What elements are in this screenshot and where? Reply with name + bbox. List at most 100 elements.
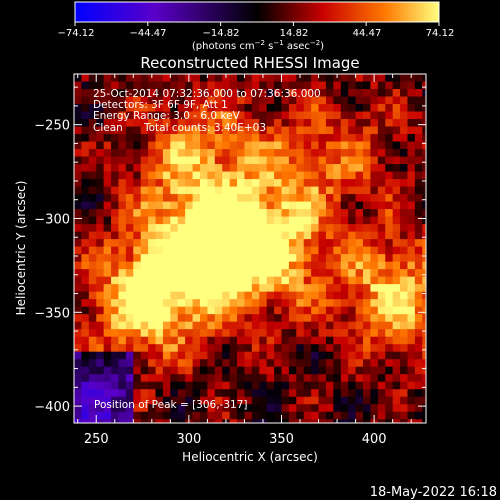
heatmap-pixel [133, 396, 142, 405]
heatmap-pixel [192, 329, 201, 338]
heatmap-pixel [140, 329, 149, 338]
heatmap-pixel [348, 396, 357, 405]
heatmap-pixel [325, 306, 334, 315]
energy-range-text: Energy Range: 3.0 - 6.0 keV [93, 110, 241, 122]
heatmap-pixel [281, 111, 290, 120]
heatmap-pixel [296, 351, 305, 360]
heatmap-pixel [251, 194, 260, 203]
heatmap-pixel [229, 141, 238, 150]
heatmap-pixel [348, 246, 357, 255]
heatmap-pixel [155, 419, 164, 423]
heatmap-pixel [325, 81, 334, 90]
heatmap-pixel [207, 284, 216, 293]
heatmap-pixel [125, 284, 134, 293]
heatmap-pixel [333, 89, 342, 98]
heatmap-pixel [118, 149, 127, 158]
heatmap-pixel [288, 156, 297, 165]
heatmap-pixel [303, 119, 312, 128]
heatmap-pixel [140, 351, 149, 360]
heatmap-pixel [214, 329, 223, 338]
heatmap-pixel [192, 134, 201, 143]
heatmap-pixel [392, 141, 401, 150]
heatmap-pixel [237, 299, 246, 308]
heatmap-pixel [266, 344, 275, 353]
heatmap-pixel [259, 344, 268, 353]
heatmap-pixel [111, 411, 120, 420]
heatmap-pixel [340, 179, 349, 188]
heatmap-pixel [140, 321, 149, 330]
heatmap-pixel [155, 321, 164, 330]
heatmap-pixel [229, 134, 238, 143]
heatmap-pixel [325, 261, 334, 270]
heatmap-pixel [340, 111, 349, 120]
heatmap-pixel [296, 149, 305, 158]
heatmap-pixel [244, 231, 253, 240]
heatmap-pixel [148, 81, 157, 90]
heatmap-pixel [251, 314, 260, 323]
heatmap-pixel [177, 96, 186, 105]
heatmap-pixel [140, 141, 149, 150]
heatmap-pixel [288, 239, 297, 248]
heatmap-pixel [185, 269, 194, 278]
heatmap-pixel [185, 321, 194, 330]
heatmap-pixel [414, 254, 423, 263]
heatmap-pixel [281, 291, 290, 300]
heatmap-pixel [296, 96, 305, 105]
heatmap-pixel [340, 224, 349, 233]
heatmap-pixel [348, 306, 357, 315]
heatmap-pixel [207, 291, 216, 300]
heatmap-pixel [400, 351, 409, 360]
heatmap-pixel [414, 344, 423, 353]
heatmap-pixel [377, 344, 386, 353]
heatmap-pixel [370, 344, 379, 353]
heatmap-pixel [274, 359, 283, 368]
heatmap-pixel [96, 239, 105, 248]
heatmap-pixel [400, 141, 409, 150]
heatmap-pixel [281, 261, 290, 270]
heatmap-pixel [363, 359, 372, 368]
heatmap-pixel [162, 321, 171, 330]
heatmap-pixel [377, 329, 386, 338]
heatmap-pixel [74, 396, 83, 405]
heatmap-pixel [222, 366, 231, 375]
heatmap-pixel [363, 404, 372, 413]
heatmap-pixel [340, 74, 349, 83]
heatmap-pixel [125, 366, 134, 375]
heatmap-pixel [74, 111, 83, 120]
heatmap-pixel [170, 89, 179, 98]
heatmap-pixel [96, 404, 105, 413]
heatmap-pixel [170, 156, 179, 165]
heatmap-pixel [96, 231, 105, 240]
heatmap-pixel [177, 246, 186, 255]
heatmap-pixel [385, 419, 394, 423]
heatmap-pixel [259, 186, 268, 195]
heatmap-pixel [370, 284, 379, 293]
heatmap-pixel [340, 239, 349, 248]
heatmap-pixel [407, 126, 416, 135]
heatmap-pixel [192, 239, 201, 248]
heatmap-pixel [385, 246, 394, 255]
heatmap-pixel [251, 396, 260, 405]
heatmap-pixel [385, 89, 394, 98]
heatmap-pixel [281, 156, 290, 165]
heatmap-pixel [355, 134, 364, 143]
heatmap-pixel [74, 224, 83, 233]
heatmap-pixel [385, 209, 394, 218]
heatmap-pixel [81, 194, 90, 203]
heatmap-pixel [318, 179, 327, 188]
heatmap-pixel [311, 246, 320, 255]
heatmap-pixel [318, 201, 327, 210]
heatmap-pixel [74, 81, 83, 90]
heatmap-pixel [325, 374, 334, 383]
heatmap-pixel [162, 104, 171, 113]
heatmap-pixel [237, 89, 246, 98]
heatmap-pixel [133, 344, 142, 353]
heatmap-pixel [303, 389, 312, 398]
heatmap-pixel [88, 201, 97, 210]
heatmap-pixel [162, 74, 171, 83]
heatmap-pixel [222, 284, 231, 293]
heatmap-pixel [177, 126, 186, 135]
heatmap-pixel [363, 209, 372, 218]
heatmap-pixel [162, 359, 171, 368]
y-axis-label: Heliocentric Y (arcsec) [14, 181, 28, 316]
